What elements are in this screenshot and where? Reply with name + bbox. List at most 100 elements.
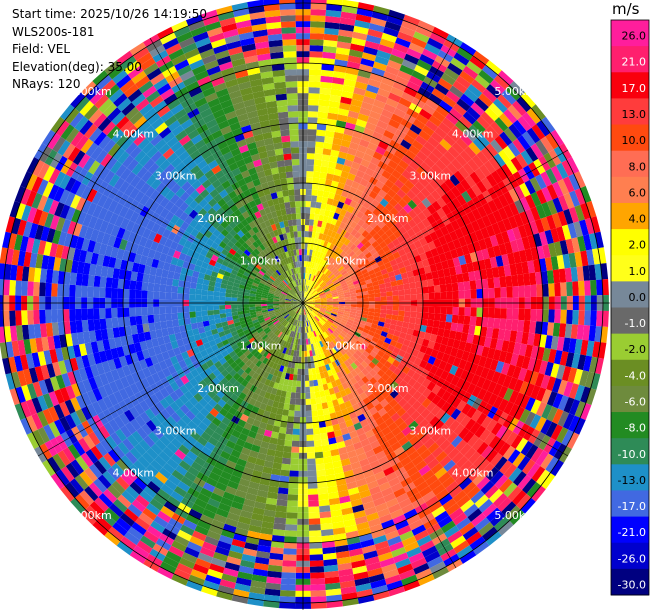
velocity-gate [190,317,197,324]
velocity-gate [485,143,499,157]
velocity-gate [172,278,180,287]
velocity-gate [422,208,432,218]
velocity-gate [359,281,367,286]
velocity-gate [396,102,409,114]
velocity-gate [314,304,321,307]
velocity-gate [371,262,379,270]
velocity-gate [395,325,403,332]
velocity-gate [338,297,345,301]
velocity-gate [323,142,333,150]
velocity-gate [129,289,136,299]
velocity-gate [314,306,321,309]
velocity-gate [345,419,354,428]
velocity-gate [552,393,564,409]
velocity-gate [332,308,339,312]
velocity-gate [111,307,118,319]
velocity-gate [431,88,446,101]
velocity-gate [421,197,432,208]
velocity-gate [330,88,343,97]
velocity-gate [340,139,351,148]
velocity-gate [397,525,412,536]
velocity-gate [391,264,400,271]
velocity-gate [39,309,46,324]
velocity-gate [373,5,390,16]
velocity-gate [362,153,373,163]
velocity-gate [357,413,366,423]
velocity-gate [409,471,422,483]
velocity-gate [344,72,358,82]
velocity-gate [446,306,453,315]
velocity-gate [472,334,480,345]
velocity-gate [583,234,593,251]
velocity-gate [408,519,424,531]
velocity-gate [406,406,417,417]
velocity-gate [391,426,402,437]
velocity-gate [339,267,346,274]
velocity-gate [445,90,461,104]
velocity-gate [508,403,520,418]
velocity-gate [324,313,331,318]
velocity-gate [368,304,375,309]
velocity-gate [380,232,389,241]
velocity-gate [390,280,398,287]
velocity-gate [308,313,312,320]
velocity-gate [493,98,508,113]
velocity-gate [413,254,422,263]
velocity-gate [307,117,318,124]
velocity-gate [307,123,318,130]
velocity-gate [356,310,363,314]
velocity-gate [340,236,348,244]
velocity-gate [362,272,370,278]
velocity-gate [309,280,314,287]
velocity-gate [452,306,459,316]
velocity-gate [283,542,297,549]
velocity-gate [469,55,486,70]
velocity-gate [521,356,531,370]
velocity-gate [337,241,344,249]
velocity-gate [390,319,398,326]
velocity-gate [282,554,297,561]
velocity-gate [533,259,541,273]
velocity-gate [380,305,387,310]
velocity-gate [344,296,351,300]
velocity-gate [305,285,308,292]
velocity-gate [81,274,89,287]
velocity-gate [315,270,321,277]
velocity-gate [517,224,528,239]
velocity-gate [310,201,317,208]
velocity-gate [452,512,468,526]
velocity-gate [307,129,317,136]
velocity-gate [396,492,409,504]
velocity-gate [410,288,417,295]
velocity-gate [335,378,342,387]
velocity-gate [320,306,327,309]
velocity-gate [75,285,82,298]
velocity-gate [326,198,334,206]
velocity-gate [425,250,434,259]
velocity-gate [416,59,432,71]
velocity-gate [452,357,462,368]
velocity-gate [530,143,544,159]
velocity-gate [346,205,355,214]
velocity-gate [314,316,320,322]
velocity-gate [397,248,406,257]
velocity-gate [368,23,385,33]
velocity-gate [482,526,498,541]
velocity-gate [469,316,477,326]
velocity-gate [497,70,514,86]
velocity-gate [332,260,339,267]
velocity-gate [349,290,357,295]
velocity-gate [535,387,547,402]
velocity-gate [337,248,344,256]
velocity-gate [342,203,350,211]
velocity-gate [456,323,464,333]
velocity-gate [357,346,365,354]
velocity-gate [462,430,475,444]
velocity-gate [93,308,100,320]
velocity-gate [481,378,492,391]
velocity-gate [343,78,357,88]
velocity-gate [480,445,494,459]
velocity-gate [321,444,331,452]
velocity-gate [574,384,585,402]
velocity-gate [387,328,395,335]
